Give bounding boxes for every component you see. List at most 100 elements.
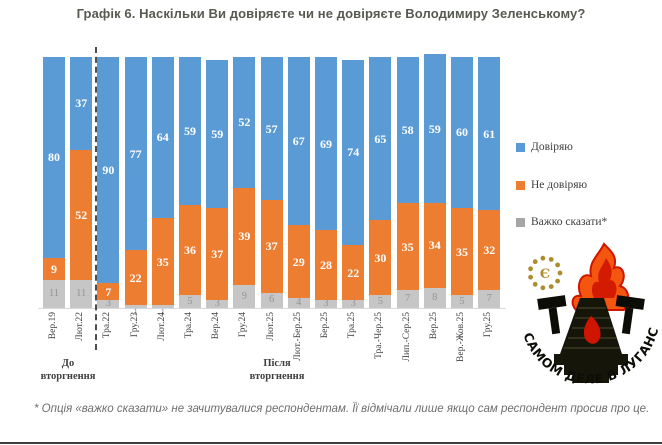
bar-value-label: 59 — [184, 124, 196, 139]
hammer-left-icon — [537, 295, 567, 335]
gold-ornament-icon: Є — [528, 255, 563, 291]
bar-value-label: 5 — [187, 295, 193, 307]
bar-value-label: 37 — [211, 247, 224, 262]
bar-segment-distrust: 37 — [206, 207, 229, 301]
bar-segment-hard: 3 — [206, 298, 229, 310]
bar-segment-hard: 4 — [287, 297, 310, 308]
bar-segment-trust: 52 — [233, 57, 256, 188]
bar-segment-trust: 74 — [342, 59, 365, 246]
bar-value-label: 22 — [347, 265, 360, 280]
bar-segment-distrust: 28 — [315, 230, 337, 301]
bar-value-label: 22 — [129, 270, 142, 285]
bar-value-label: 1 — [133, 306, 138, 317]
bar-value-label: 59 — [211, 126, 224, 141]
bar-segment-hard: 8 — [423, 287, 446, 308]
x-axis-label: Тра.24 — [184, 312, 194, 339]
legend-swatch-hard-to-say — [516, 217, 525, 227]
footnote: * Опція «важко сказати» не зачитувалися … — [34, 403, 650, 415]
invasion-separator-line — [95, 47, 97, 350]
legend-label-distrust: Не довіряю — [531, 179, 588, 191]
bar-value-label: 58 — [401, 122, 414, 137]
x-axis-label: Гру.25 — [483, 312, 494, 338]
bar-segment-distrust: 22 — [342, 245, 365, 301]
bar-segment-trust: 37 — [70, 57, 93, 150]
bar-segment-distrust: 37 — [260, 200, 283, 293]
bar-value-label: 35 — [156, 254, 169, 269]
bar-segment-trust: 80 — [43, 57, 65, 258]
bar-segment-distrust: 9 — [43, 257, 65, 281]
bar-segment-distrust: 52 — [70, 149, 93, 281]
bar-value-label: 1 — [160, 306, 166, 317]
x-axis-label: Лип.-Сер.25 — [401, 312, 412, 362]
bar-segment-distrust: 39 — [233, 187, 256, 286]
bar-value-label: 64 — [156, 130, 169, 145]
bar-value-label: 52 — [238, 115, 251, 130]
bar-segment-distrust: 35 — [396, 202, 419, 291]
bar-segment-hard: 3 — [342, 298, 365, 309]
bar-segment-hard: 1 — [151, 305, 174, 317]
bar-segment-trust: 59 — [179, 57, 201, 206]
bar-value-label: 7 — [486, 293, 492, 305]
bar-value-label: 67 — [292, 134, 305, 149]
bar-segment-trust: 59 — [206, 59, 229, 208]
bar-segment-trust: 64 — [151, 57, 174, 218]
bar-value-label: 30 — [374, 250, 387, 265]
bar-value-label: 5 — [377, 295, 384, 307]
bar-value-label: 74 — [347, 145, 360, 160]
bar-value-label: 7 — [105, 284, 112, 299]
bar-segment-trust: 69 — [315, 57, 337, 231]
bar-value-label: 7 — [404, 293, 411, 305]
legend-label-trust: Довіряю — [531, 141, 573, 153]
bar-value-label: 65 — [374, 131, 387, 146]
bar-value-label: 28 — [320, 258, 332, 273]
legend-item-hard-to-say: Важко сказати* — [516, 216, 607, 228]
luhansk-emblem-logo: Є — [518, 242, 661, 386]
bar-segment-hard: 3 — [97, 298, 120, 310]
bar-segment-distrust: 29 — [287, 225, 310, 298]
bar-segment-hard: 9 — [233, 285, 256, 308]
bar-value-label: 60 — [456, 125, 468, 140]
x-axis-label: Лют.24 — [156, 312, 167, 341]
bar-segment-hard: 1 — [124, 305, 147, 317]
bar-segment-trust: 77 — [124, 57, 147, 251]
bar-value-label: 6 — [268, 294, 275, 306]
x-axis-label: Тра.-Чер.25 — [374, 312, 385, 359]
bar-value-label: 37 — [75, 96, 88, 111]
bar-value-label: 9 — [241, 290, 248, 302]
bar-value-label: 3 — [214, 298, 220, 310]
bar-value-label: 11 — [76, 288, 87, 300]
bar-segment-distrust: 35 — [151, 217, 174, 306]
bar-value-label: 5 — [459, 295, 465, 307]
axis-group-label: Після вторгнення — [249, 358, 305, 382]
bar-segment-distrust: 34 — [423, 202, 446, 288]
bar-value-label: 36 — [184, 243, 196, 258]
hammer-right-icon — [615, 295, 645, 335]
bar-segment-hard: 5 — [369, 295, 392, 308]
bar-value-label: 3 — [105, 298, 112, 310]
bar-value-label: 9 — [51, 262, 57, 277]
bar-value-label: 61 — [483, 126, 496, 141]
bar-value-label: 32 — [483, 243, 496, 258]
x-axis-label: Тра.25 — [347, 312, 358, 339]
bar-segment-trust: 67 — [287, 57, 310, 226]
bar-value-label: 35 — [401, 239, 414, 254]
bar-segment-hard: 7 — [478, 290, 501, 308]
bar-value-label: 52 — [75, 208, 88, 223]
bar-segment-trust: 60 — [451, 57, 473, 208]
bar-segment-hard: 11 — [70, 280, 93, 308]
legend-item-trust: Довіряю — [516, 141, 573, 153]
bar-segment-distrust: 35 — [451, 207, 473, 296]
bar-segment-distrust: 32 — [478, 210, 501, 291]
bar-segment-hard: 5 — [179, 295, 201, 308]
bar-segment-distrust: 7 — [97, 282, 120, 301]
bar-segment-trust: 90 — [97, 57, 120, 283]
bar-segment-hard: 6 — [260, 292, 283, 308]
bar-value-label: 59 — [428, 121, 441, 136]
bar-value-label: 29 — [292, 254, 305, 269]
bar-value-label: 35 — [456, 244, 468, 259]
legend-swatch-distrust — [516, 180, 525, 190]
bar-value-label: 69 — [320, 136, 332, 151]
bar-value-label: 39 — [238, 229, 251, 244]
bar-value-label: 11 — [48, 288, 60, 300]
bar-segment-hard: 3 — [315, 298, 337, 309]
